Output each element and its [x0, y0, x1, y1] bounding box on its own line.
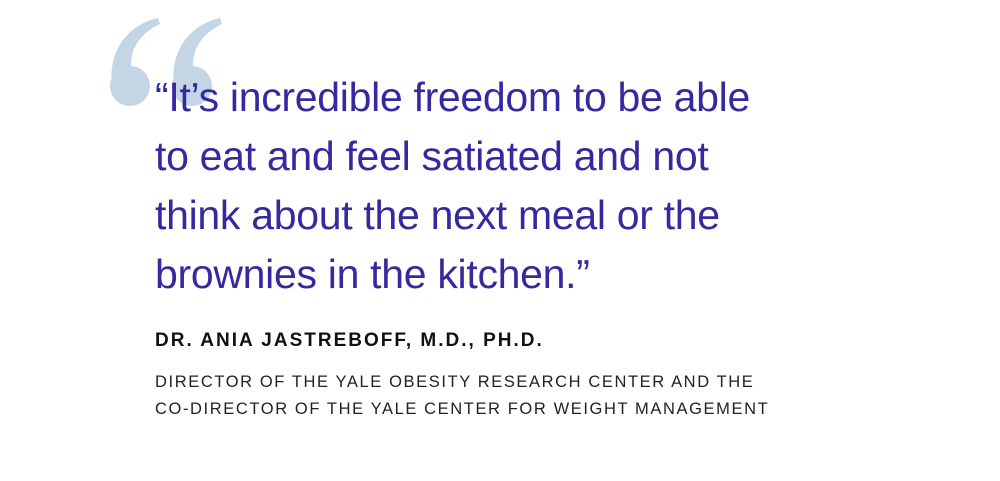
quote-line: to eat and feel satiated and not — [155, 133, 709, 179]
quote-line: “It’s incredible freedom to be able — [155, 74, 750, 120]
quote-line: brownies in the kitchen.” — [155, 251, 590, 297]
attribution-name: DR. ANIA JASTREBOFF, M.D., PH.D. — [155, 330, 544, 351]
attribution-title: CO-DIRECTOR OF THE YALE CENTER FOR WEIGH… — [155, 400, 770, 418]
quote-line: think about the next meal or the — [155, 192, 720, 238]
attribution-title: DIRECTOR OF THE YALE OBESITY RESEARCH CE… — [155, 373, 755, 391]
quote-mark-decoration — [110, 18, 222, 106]
